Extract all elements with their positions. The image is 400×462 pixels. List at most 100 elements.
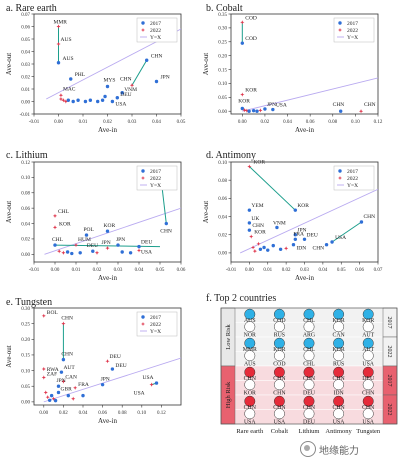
country-code: NOR	[244, 333, 256, 339]
legend-marker-2022	[140, 322, 146, 326]
country-circle	[362, 321, 374, 333]
y-tick-label: 0.25	[21, 322, 30, 327]
point-2017	[154, 381, 159, 385]
country-circle	[362, 366, 374, 378]
x-tick-label: 0.01	[79, 120, 88, 125]
point-2017	[271, 107, 275, 112]
x-tick-label: -0.01	[29, 268, 40, 273]
point-label: CHL	[58, 209, 70, 215]
y-tick-label: 0.04	[218, 215, 227, 220]
point-label: CHN	[333, 102, 345, 108]
x-tick-label: 0.04	[135, 268, 144, 273]
point-label: PHL	[75, 72, 86, 78]
x-tick-label: 0.03	[128, 120, 137, 125]
point-label: RWA	[47, 367, 59, 373]
country-circle	[244, 395, 256, 407]
x-tick-label: -0.01	[226, 268, 237, 273]
country-circle	[362, 379, 374, 391]
point-2022	[52, 225, 58, 230]
country-circle	[333, 379, 345, 391]
legend-label: 2017	[347, 169, 358, 175]
point-2017	[103, 94, 107, 99]
y-tick-label: -0.01	[20, 113, 31, 118]
point-2022	[43, 390, 48, 395]
point-2017	[263, 107, 267, 111]
point-2017	[56, 61, 61, 65]
x-tick-label: 0.00	[39, 411, 48, 416]
panel-title: f. Top 2 countries	[206, 293, 276, 304]
legend-label: Y=X	[150, 35, 161, 41]
point-label: AUT	[63, 365, 75, 371]
y-tick-label: 0.08	[218, 179, 227, 184]
point-label: JPN	[102, 240, 111, 246]
point-2017	[255, 109, 259, 113]
country-code: KOR	[273, 347, 285, 353]
y-tick-label: 0.12	[21, 161, 30, 166]
column-header: Tungsten	[356, 428, 381, 435]
country-code: KOR	[332, 347, 344, 353]
point-2017	[81, 393, 85, 398]
country-code: RUS	[333, 362, 344, 368]
point-2017	[324, 243, 329, 247]
point-2022	[41, 366, 46, 372]
country-circle	[333, 308, 345, 320]
y-tick-label: 0.00	[218, 110, 227, 115]
country-circle	[273, 366, 285, 378]
x-axis-label: Ave-in	[98, 274, 117, 282]
point-label: VNM	[124, 87, 137, 93]
legend-label: 2017	[150, 21, 161, 27]
change-link	[331, 221, 362, 243]
point-label: KOR	[59, 221, 71, 227]
country-circle	[303, 379, 315, 391]
x-axis-label: Ave-in	[295, 126, 314, 134]
x-tick-label: 0.06	[355, 268, 364, 273]
point-2017	[100, 382, 105, 387]
country-circle	[273, 395, 285, 407]
y-tick-label: 0.02	[218, 234, 227, 239]
x-axis-label: Ave-in	[98, 126, 117, 134]
x-axis-label: Ave-in	[295, 274, 314, 282]
point-2017	[83, 99, 88, 104]
country-code: AUS	[244, 318, 256, 324]
country-circle	[273, 308, 285, 320]
country-circle	[273, 408, 285, 420]
point-2017	[262, 245, 266, 250]
x-tick-label: 0.04	[319, 268, 328, 273]
point-2022	[73, 385, 78, 390]
y-tick-label: 0.05	[21, 38, 30, 43]
point-2017	[66, 98, 71, 102]
y-tick-label: 0.10	[21, 369, 30, 374]
point-label: GBR	[61, 386, 73, 392]
point-2022	[240, 92, 245, 97]
column-header: Cobalt	[271, 428, 289, 435]
country-circle	[244, 337, 256, 349]
country-code: KOR	[244, 391, 256, 397]
risk-group-label: High Risk	[225, 381, 232, 408]
point-2017	[105, 229, 110, 233]
y-tick-label: 0.10	[21, 176, 30, 181]
y-tick-label: 0.00	[21, 253, 30, 258]
legend-marker-2022	[140, 28, 146, 32]
x-tick-label: 0.05	[337, 268, 346, 273]
y-tick-label: 0.00	[21, 100, 30, 105]
point-label: KOR	[254, 230, 266, 236]
point-2017	[76, 98, 80, 102]
country-code: CHN	[332, 376, 345, 382]
point-2017	[240, 41, 245, 45]
point-2017	[240, 106, 245, 111]
point-label: DEU	[120, 92, 131, 98]
point-label: CHN	[151, 53, 163, 59]
point-2017	[116, 243, 120, 247]
point-label: JPN	[116, 237, 125, 243]
x-tick-label: 0.02	[282, 268, 291, 273]
legend-label: 2017	[150, 315, 161, 321]
point-2017	[70, 251, 74, 256]
y-tick-label: 0.35	[218, 13, 227, 18]
point-2017	[251, 108, 256, 113]
country-circle	[303, 408, 315, 420]
y-tick-label: 0.00	[218, 252, 227, 257]
point-label: KOR	[253, 160, 265, 166]
point-2022	[61, 321, 66, 326]
point-label: DEU	[115, 363, 126, 369]
identity-line	[43, 357, 181, 403]
